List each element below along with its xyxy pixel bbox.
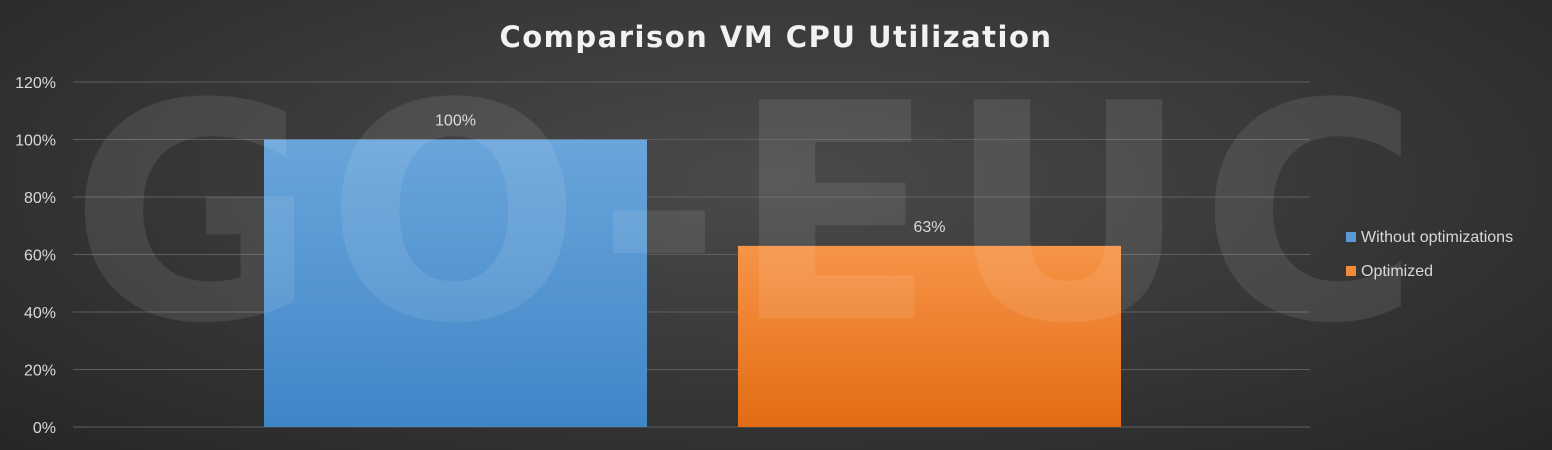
data-label: 63% (913, 219, 945, 236)
y-tick-label: 80% (24, 190, 56, 207)
legend-swatch (1346, 232, 1356, 242)
watermark-logo: GO-EUC (70, 40, 1430, 389)
y-tick-label: 20% (24, 363, 56, 380)
bars (264, 139, 1121, 427)
y-tick-label: 40% (24, 305, 56, 322)
y-tick-label: 60% (24, 248, 56, 265)
legend: Without optimizations Optimized (1346, 229, 1513, 280)
bar-optimized (738, 245, 1121, 427)
data-label: 100% (435, 113, 476, 130)
y-tick-label: 0% (33, 420, 56, 437)
chart-title: Comparison VM CPU Utilization (499, 20, 1052, 54)
y-tick-label: 120% (15, 75, 56, 92)
bar-without-optimizations (264, 139, 647, 427)
legend-label: Without optimizations (1361, 229, 1513, 246)
y-axis-ticks: 0% 20% 40% 60% 80% 100% 120% (15, 75, 56, 437)
legend-label: Optimized (1361, 263, 1433, 280)
y-tick-label: 100% (15, 133, 56, 150)
data-labels: 100% 63% (435, 113, 945, 236)
legend-swatch (1346, 266, 1356, 276)
